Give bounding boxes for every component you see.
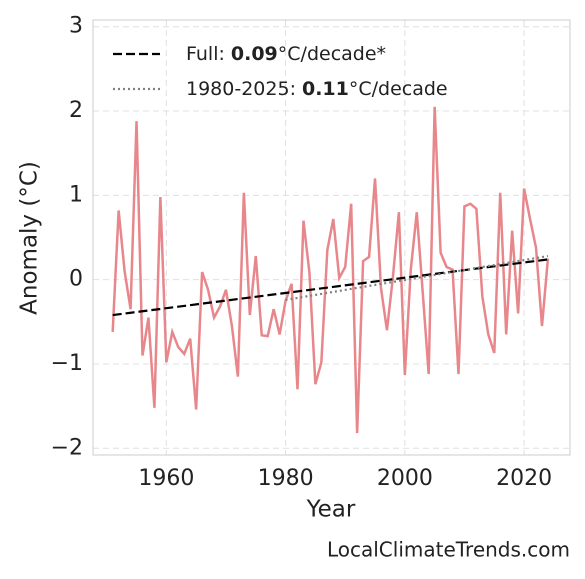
y-tick-label: 0 <box>69 267 83 292</box>
y-tick-label: 2 <box>69 98 83 123</box>
x-tick-label: 1960 <box>138 466 194 491</box>
y-tick-label: 3 <box>69 14 83 39</box>
legend-text: 0.09 <box>231 43 278 65</box>
legend-text: 1980-2025: <box>186 78 296 100</box>
legend-label: 1980-2025: 0.11°C/decade <box>186 78 448 100</box>
footer: LocalClimateTrends.com <box>327 538 570 562</box>
y-tick-label: 1 <box>69 182 83 207</box>
y-tick-label: −2 <box>51 435 83 460</box>
legend-text: 0.11 <box>302 78 349 100</box>
legend-text: °C/decade <box>349 78 448 100</box>
y-axis-label: Anomaly (°C) <box>17 161 43 315</box>
legend-text: °C/decade* <box>278 43 386 65</box>
legend-text: Full: <box>186 43 225 65</box>
series-line <box>111 106 550 434</box>
x-tick-label: 1980 <box>258 466 314 491</box>
x-tick-label: 2000 <box>377 466 433 491</box>
plot-frame <box>92 19 571 456</box>
series-line <box>285 254 549 301</box>
x-axis-label: Year <box>306 497 356 523</box>
x-tick-label: 2020 <box>496 466 552 491</box>
y-tick-label: −1 <box>51 351 83 376</box>
series-line <box>112 258 549 317</box>
legend-label: Full: 0.09°C/decade* <box>186 43 386 65</box>
